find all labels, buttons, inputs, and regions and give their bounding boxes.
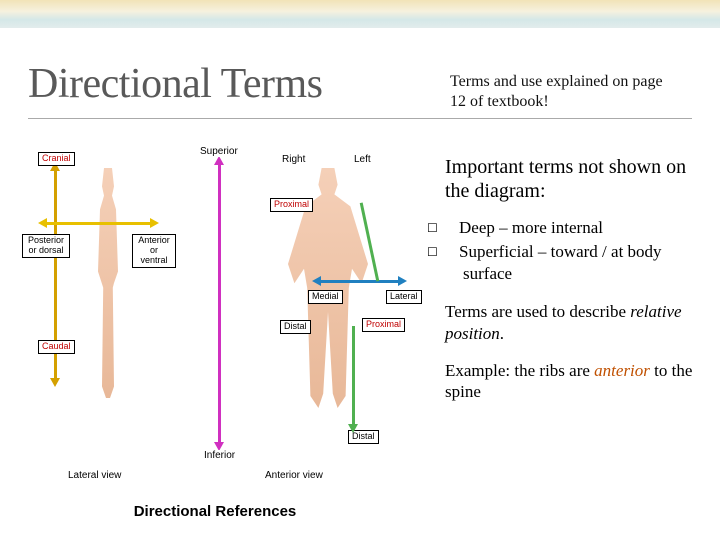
label-medial: Medial bbox=[308, 290, 343, 304]
label-right: Right bbox=[280, 154, 307, 165]
label-superior: Superior bbox=[198, 146, 240, 157]
text: Terms are used to describe bbox=[445, 302, 630, 321]
arrowhead-icon bbox=[312, 276, 321, 286]
lateral-figure bbox=[88, 168, 128, 398]
term: Superficial bbox=[459, 242, 534, 261]
bullet-deep: ☐Deep – more internal bbox=[445, 217, 703, 239]
arrowhead-icon bbox=[348, 424, 358, 433]
arrowhead-icon bbox=[50, 378, 60, 387]
label-left: Left bbox=[352, 154, 373, 165]
right-text-column: Important terms not shown on the diagram… bbox=[445, 155, 703, 402]
label-proximal: Proximal bbox=[270, 198, 313, 212]
text: Example: the ribs are bbox=[445, 361, 594, 380]
subheading: Important terms not shown on the diagram… bbox=[445, 155, 703, 203]
bullet-superficial: ☐Superficial – toward / at body surface bbox=[445, 241, 703, 285]
bullet-icon: ☐ bbox=[445, 245, 459, 261]
emphasis-accent: anterior bbox=[594, 361, 650, 380]
label-proximal-leg: Proximal bbox=[362, 318, 405, 332]
definition: – more internal bbox=[495, 218, 603, 237]
decorative-top-border bbox=[0, 0, 720, 28]
example-paragraph: Example: the ribs are anterior to the sp… bbox=[445, 360, 703, 403]
superior-inferior-arrow bbox=[218, 164, 221, 444]
diagram-caption: Directional References bbox=[20, 503, 410, 520]
leg-proximal-distal-arrow bbox=[352, 326, 355, 426]
usage-paragraph: Terms are used to describe relative posi… bbox=[445, 301, 703, 344]
arrowhead-icon bbox=[38, 218, 47, 228]
term: Deep bbox=[459, 218, 495, 237]
arrowhead-icon bbox=[398, 276, 407, 286]
label-anterior: Anterior or ventral bbox=[132, 234, 176, 268]
label-distal-arm: Distal bbox=[280, 320, 311, 334]
text: . bbox=[500, 324, 504, 343]
label-cranial: Cranial bbox=[38, 152, 75, 166]
bullet-icon: ☐ bbox=[445, 221, 459, 237]
arrowhead-icon bbox=[214, 156, 224, 165]
textbook-note: Terms and use explained on page 12 of te… bbox=[450, 72, 680, 112]
label-lateral: Lateral bbox=[386, 290, 422, 304]
label-caudal: Caudal bbox=[38, 340, 75, 354]
anterior-view-label: Anterior view bbox=[265, 470, 323, 481]
medial-lateral-arrow bbox=[320, 280, 400, 283]
lateral-view-label: Lateral view bbox=[68, 470, 121, 481]
anatomy-diagram: Cranial Caudal Posterior or dorsal Anter… bbox=[20, 150, 430, 520]
arrowhead-icon bbox=[150, 218, 159, 228]
label-inferior: Inferior bbox=[202, 450, 237, 461]
label-posterior: Posterior or dorsal bbox=[22, 234, 70, 258]
posterior-anterior-arrow bbox=[46, 222, 151, 225]
